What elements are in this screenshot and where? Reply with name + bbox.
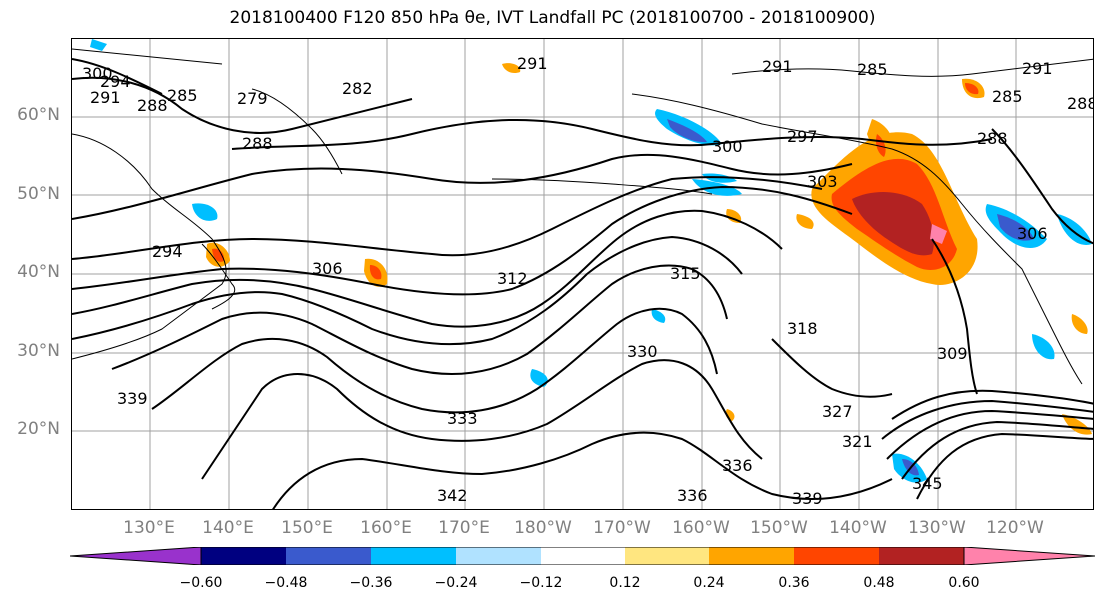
lon-label-160w: 160°W (672, 518, 730, 538)
coastlines (72, 48, 1093, 385)
contour-label: 288 (137, 96, 168, 115)
colorbar-tick-label: 0.36 (778, 575, 810, 591)
colorbar-swatch (625, 547, 709, 565)
contour-label: 300 (82, 64, 113, 83)
contour-label: 285 (992, 87, 1023, 106)
colorbar-tick-label: 0.12 (609, 575, 641, 591)
contour-label: 345 (912, 474, 943, 493)
contour-label: 291 (1022, 59, 1053, 78)
contour-label: 285 (857, 60, 888, 79)
colorbar-tick-label: 0.24 (693, 575, 725, 591)
colorbar-tick-label: −0.48 (264, 575, 308, 591)
contour-label: 291 (90, 88, 121, 107)
colorbar-tick-label: −0.12 (519, 575, 563, 591)
colorbar-extend-min (70, 547, 202, 565)
contour-label: 285 (167, 86, 198, 105)
colorbar-tick-label: −0.36 (349, 575, 393, 591)
contour-label: 288 (1067, 94, 1094, 113)
lon-label-170w: 170°W (593, 518, 651, 538)
contour-label: 294 (100, 72, 131, 91)
contour-label: 306 (312, 259, 343, 278)
lon-label-140w: 140°W (829, 518, 887, 538)
contour-label: 306 (1017, 224, 1048, 243)
lat-label-20n: 20°N (17, 419, 60, 439)
lon-label-140e: 140°E (202, 518, 254, 538)
map-title: 2018100400 F120 850 hPa θe, IVT Landfall… (229, 8, 876, 28)
colorbar-swatch (456, 547, 541, 565)
colorbar-swatch (879, 547, 964, 565)
lon-label-130w: 130°W (908, 518, 966, 538)
contour-label: 303 (807, 172, 838, 191)
colorbar-tick-label: −0.24 (434, 575, 478, 591)
contour-label: 342 (437, 486, 468, 505)
lon-label-120w: 120°W (986, 518, 1044, 538)
colorbar-tick-label: 0.60 (948, 575, 980, 591)
colorbar-swatch (201, 547, 286, 565)
lon-label-150e: 150°E (281, 518, 333, 538)
contour-label: 318 (787, 319, 818, 338)
contour-label: 330 (627, 342, 658, 361)
contour-label: 300 (712, 137, 743, 156)
map-panel: 300 294 291 288 285 279 282 288 291 291 … (71, 38, 1094, 510)
lat-label-40n: 40°N (17, 262, 60, 282)
contour-label: 309 (937, 344, 968, 363)
colorbar-swatch (286, 547, 371, 565)
colorbar-swatch (541, 547, 625, 565)
colorbar-swatch (794, 547, 879, 565)
lat-label-30n: 30°N (17, 341, 60, 361)
contour-label: 279 (237, 89, 268, 108)
contour-label: 333 (447, 409, 478, 428)
lat-label-50n: 50°N (17, 184, 60, 204)
contour-label: 315 (670, 264, 701, 283)
contour-label: 288 (977, 129, 1008, 148)
lon-label-180w: 180°W (514, 518, 572, 538)
contour-label: 297 (787, 127, 818, 146)
contour-label: 312 (497, 269, 528, 288)
contour-label: 321 (842, 432, 873, 451)
colorbar-extend-max (963, 547, 1095, 565)
contour-label: 291 (517, 54, 548, 73)
lon-label-130e: 130°E (123, 518, 175, 538)
contour-label: 336 (677, 486, 708, 505)
contour-label: 288 (242, 134, 273, 153)
colorbar (70, 547, 1095, 565)
lon-label-160e: 160°E (360, 518, 412, 538)
contour-label: 339 (792, 489, 823, 508)
contour-label: 336 (722, 456, 753, 475)
colorbar-tick-label: −0.60 (179, 575, 223, 591)
contour-label: 282 (342, 79, 373, 98)
map-canvas: 300 294 291 288 285 279 282 288 291 291 … (72, 39, 1094, 509)
colorbar-outline (200, 547, 965, 565)
lon-label-150w: 150°W (750, 518, 808, 538)
colorbar-swatch (709, 547, 794, 565)
contour-label-group: 300 294 291 288 285 279 282 288 291 291 … (82, 54, 1094, 508)
lon-label-170e: 170°E (438, 518, 490, 538)
contour-label: 291 (762, 57, 793, 76)
contour-label: 339 (117, 389, 148, 408)
lat-label-60n: 60°N (17, 105, 60, 125)
contour-label: 327 (822, 402, 853, 421)
colorbar-swatch (371, 547, 456, 565)
theta-e-contours (72, 58, 1093, 509)
colorbar-tick-label: 0.48 (863, 575, 895, 591)
contour-label: 294 (152, 242, 183, 261)
